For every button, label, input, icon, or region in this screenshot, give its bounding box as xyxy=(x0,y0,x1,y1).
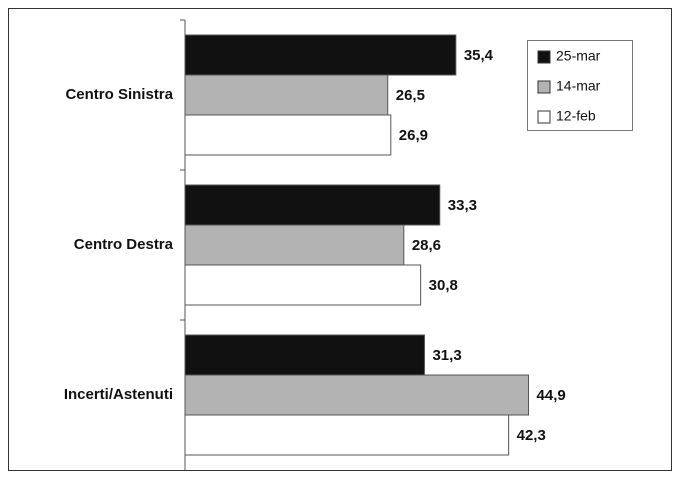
bar xyxy=(184,224,405,266)
legend-swatch xyxy=(537,80,551,94)
bar xyxy=(184,184,441,226)
value-label: 35,4 xyxy=(464,47,494,64)
bar xyxy=(184,374,530,416)
value-label: 28,6 xyxy=(412,237,441,254)
legend-label: 25-mar xyxy=(556,48,601,64)
legend-label: 14-mar xyxy=(556,78,601,94)
value-label: 42,3 xyxy=(517,427,546,444)
bar xyxy=(184,264,422,306)
category-label: Centro Sinistra xyxy=(65,86,173,103)
bar xyxy=(184,334,425,376)
value-label: 31,3 xyxy=(432,347,461,364)
bar xyxy=(184,114,392,156)
legend-swatch xyxy=(537,50,551,64)
legend-label: 12-feb xyxy=(556,108,596,124)
value-label: 30,8 xyxy=(429,277,458,294)
category-label: Incerti/Astenuti xyxy=(64,386,173,403)
value-label: 44,9 xyxy=(537,387,566,404)
value-label: 26,9 xyxy=(399,127,428,144)
category-label: Centro Destra xyxy=(74,236,174,253)
bar xyxy=(184,74,389,116)
bar xyxy=(184,34,457,76)
value-label: 33,3 xyxy=(448,197,477,214)
legend-swatch xyxy=(537,110,551,124)
bar xyxy=(184,414,510,456)
value-label: 26,5 xyxy=(396,87,425,104)
